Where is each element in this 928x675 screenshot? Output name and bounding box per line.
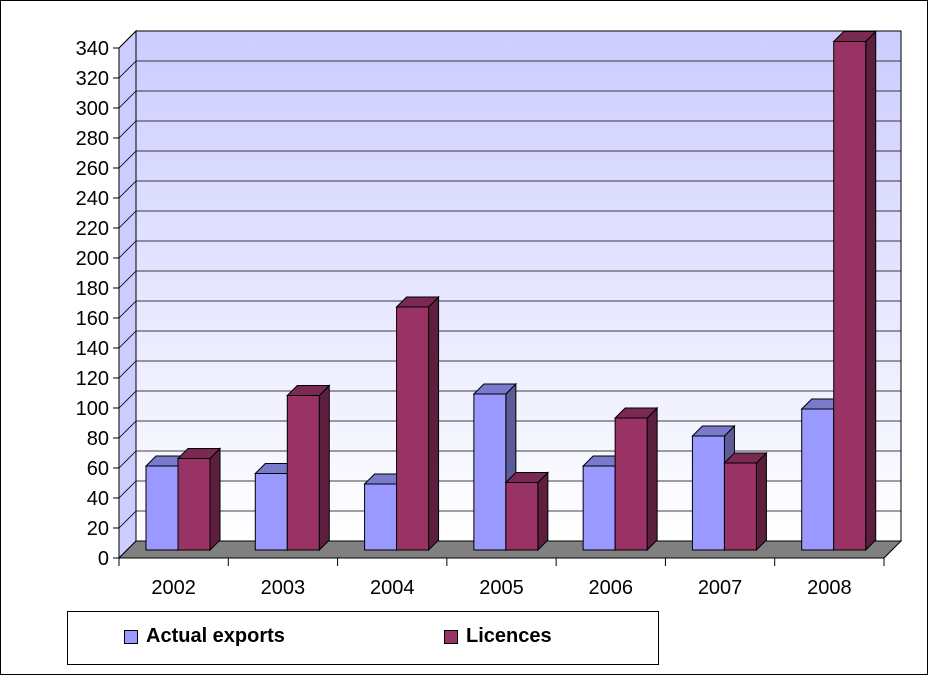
x-tick-label: 2006 [589, 577, 634, 599]
gridline-side [118, 210, 137, 229]
legend-swatch-actual-exports [124, 629, 138, 644]
legend-label-licences: Licences [466, 625, 552, 647]
bar-front [723, 462, 757, 551]
y-tick-label: 120 [76, 368, 109, 390]
y-tick-label: 40 [87, 488, 109, 510]
bar-licences-2008 [832, 30, 877, 552]
bar-front [396, 306, 430, 551]
side-wall [118, 29, 137, 560]
legend: Actual exports Licences [67, 611, 659, 665]
bar-licences-2002 [176, 447, 222, 552]
legend-swatch-licences [444, 629, 458, 644]
gridline-side [118, 150, 137, 169]
bar-chart: 0 20 40 60 80 100 120 140 160 180 200 220 240 260 280 3… [76, 29, 903, 599]
bar-side [318, 384, 330, 552]
bar-side [209, 447, 221, 552]
x-tick-label: 2005 [479, 577, 524, 599]
x-tick-label: 2007 [698, 577, 743, 599]
gridline-side [118, 360, 137, 379]
gridline-side [118, 180, 137, 199]
y-tick-label: 260 [76, 158, 109, 180]
legend-item-actual-exports: Actual exports [124, 625, 285, 648]
x-tick-label: 2004 [370, 577, 415, 599]
bar-licences-2006 [613, 406, 659, 552]
x-tick-label: 2008 [807, 577, 852, 599]
bar-side [428, 295, 440, 552]
gridline-side [118, 300, 137, 319]
bar-front [177, 458, 211, 551]
y-tick-label: 160 [76, 308, 109, 330]
gridline-side [118, 450, 137, 469]
y-tick-label: 20 [87, 518, 109, 540]
gridline-side [118, 60, 137, 79]
bar-front [505, 482, 539, 551]
bar-licences-2007 [723, 451, 768, 552]
gridline-side [118, 390, 137, 409]
bar-licences-2003 [286, 384, 331, 552]
y-tick-label: 340 [76, 38, 109, 60]
y-tick-label: 220 [76, 218, 109, 240]
bar-front [145, 465, 179, 551]
bar-licences-2005 [504, 471, 550, 552]
y-tick-label: 200 [76, 248, 109, 270]
gridline-side [118, 480, 137, 499]
bar-front [286, 395, 320, 551]
y-tick-label: 100 [76, 398, 109, 420]
bar-side [537, 471, 549, 552]
y-tick-label: 180 [76, 278, 109, 300]
gridline-side [118, 270, 137, 289]
bar-front [582, 465, 616, 551]
bar-side [755, 451, 767, 552]
back-wall [135, 30, 902, 542]
legend-item-licences: Licences [444, 625, 552, 648]
x-tick-label: 2002 [151, 577, 196, 599]
gridline-side [118, 330, 137, 349]
gridline-side [118, 240, 137, 259]
bar-front [801, 408, 835, 551]
bar-front [473, 393, 507, 551]
y-tick-label: 60 [87, 458, 109, 480]
gridline-side [118, 120, 137, 139]
bar-side [865, 30, 877, 552]
bar-side [646, 406, 658, 552]
legend-label-actual-exports: Actual exports [146, 625, 285, 647]
bar-licences-2004 [395, 295, 440, 552]
gridline-side [118, 510, 137, 529]
bar-front [364, 483, 398, 551]
bar-front [833, 41, 867, 551]
y-tick-label: 280 [76, 128, 109, 150]
y-tick-label: 300 [76, 98, 109, 120]
gridline-side [118, 420, 137, 439]
y-tick-label: 140 [76, 338, 109, 360]
y-tick-label: 0 [98, 548, 109, 570]
x-tick-label: 2003 [261, 577, 306, 599]
y-tick-label: 80 [87, 428, 109, 450]
y-tick-label: 320 [76, 68, 109, 90]
bar-front [614, 417, 648, 551]
gridline-side [118, 90, 137, 109]
gridline-side [118, 30, 137, 49]
bar-front [254, 473, 288, 551]
bar-front [691, 435, 725, 551]
y-tick-label: 240 [76, 188, 109, 210]
